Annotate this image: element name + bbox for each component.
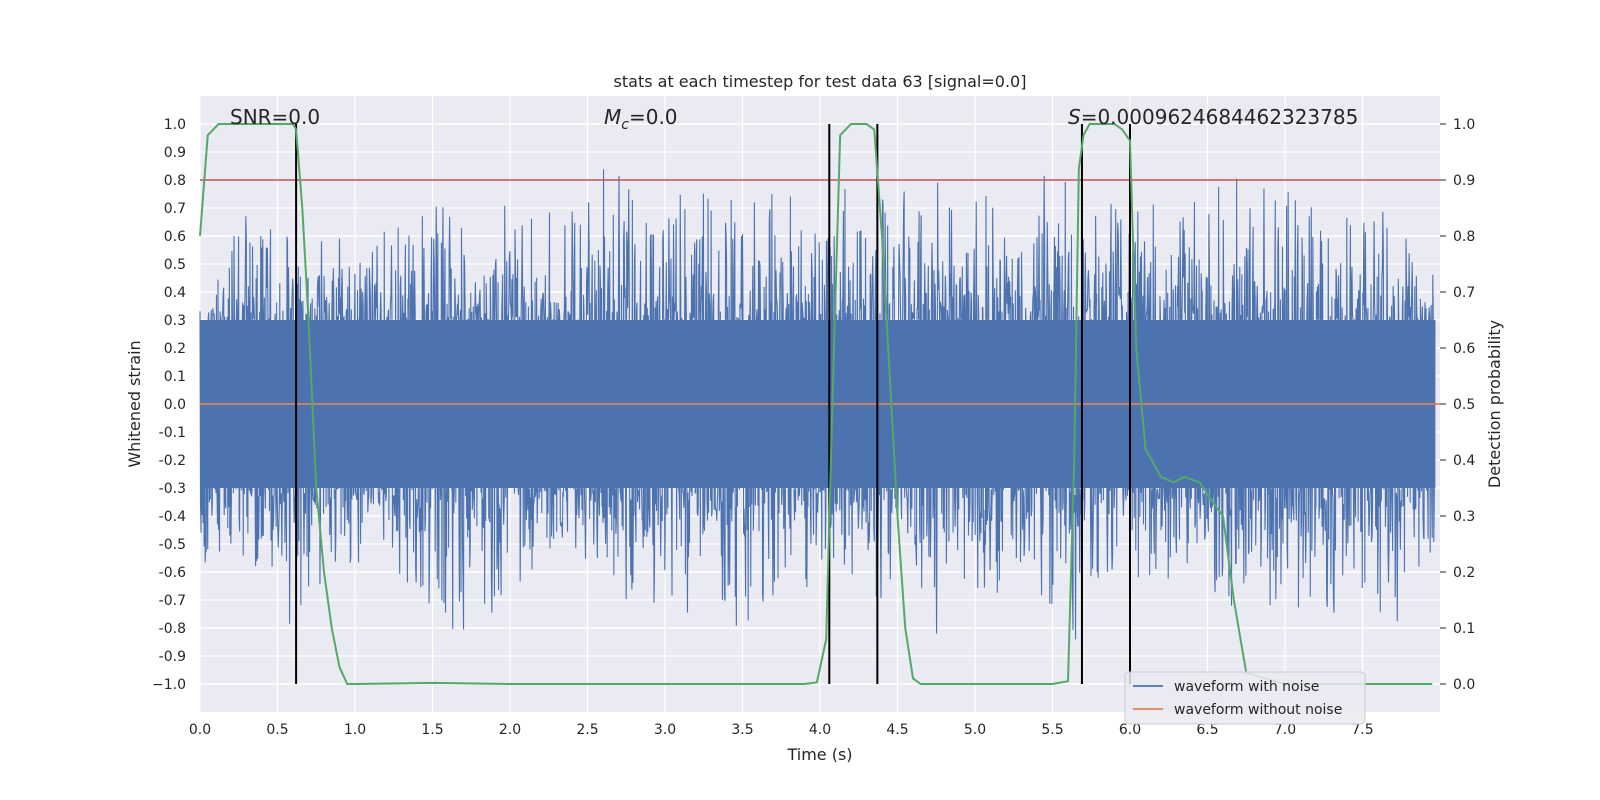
y2-tick-label: 1.0 bbox=[1453, 117, 1475, 133]
y-tick-label: 0.3 bbox=[164, 313, 186, 329]
y-tick-label: 1.0 bbox=[164, 117, 186, 133]
y2-axis-label: Detection probability bbox=[1485, 320, 1504, 488]
x-tick-label: 0.0 bbox=[189, 722, 211, 738]
x-tick-label: 1.5 bbox=[421, 722, 443, 738]
s-annotation: S=0.0009624684462323785 bbox=[1068, 105, 1358, 129]
y-tick-label: 0.9 bbox=[164, 145, 186, 161]
detection-probability-line bbox=[199, 123, 1433, 685]
x-tick-label: 0.5 bbox=[266, 722, 288, 738]
chirp-mass-symbol: M bbox=[604, 105, 621, 129]
s-symbol: S bbox=[1068, 105, 1081, 129]
y-tick-label: 0.7 bbox=[164, 201, 186, 217]
x-axis-label: Time (s) bbox=[786, 745, 852, 764]
legend-box bbox=[1124, 671, 1366, 725]
ticks: 0.0 0.5 1.0 1.5 2.0 2.5 3.0 3.5 4.0 4.5 5.0 5.5 6.0 6… bbox=[152, 117, 1475, 738]
x-tick-label: 6.0 bbox=[1119, 722, 1141, 738]
x-tick-label: 7.5 bbox=[1351, 722, 1373, 738]
y-tick-label: 0.2 bbox=[164, 341, 186, 357]
chirp-mass-annotation: Mc=0.0 bbox=[604, 105, 678, 133]
y-axis-label: Whitened strain bbox=[125, 340, 144, 467]
y2-tick-label: 0.1 bbox=[1453, 621, 1475, 637]
y-tick-label: -0.4 bbox=[159, 509, 186, 525]
chirp-mass-value: =0.0 bbox=[629, 105, 678, 129]
y2-tick-label: 0.6 bbox=[1453, 341, 1475, 357]
y-tick-label: -0.9 bbox=[159, 649, 186, 665]
chart-title: stats at each timestep for test data 63 … bbox=[614, 72, 1027, 91]
y-tick-label: 0.4 bbox=[164, 285, 186, 301]
y-tick-label: −1.0 bbox=[152, 677, 186, 693]
y2-tick-label: 0.4 bbox=[1453, 453, 1475, 469]
overlay bbox=[199, 123, 1440, 685]
s-value: =0.0009624684462323785 bbox=[1081, 105, 1359, 129]
y-tick-label: 0.0 bbox=[164, 397, 186, 413]
x-tick-label: 5.0 bbox=[964, 722, 986, 738]
y2-tick-label: 0.3 bbox=[1453, 509, 1475, 525]
x-tick-label: 5.5 bbox=[1041, 722, 1063, 738]
y2-tick-label: 0.9 bbox=[1453, 173, 1475, 189]
y-tick-label: -0.5 bbox=[159, 537, 186, 553]
y-tick-label: 0.6 bbox=[164, 229, 186, 245]
x-tick-label: 3.5 bbox=[731, 722, 753, 738]
y2-tick-label: 0.7 bbox=[1453, 285, 1475, 301]
y-tick-label: 0.1 bbox=[164, 369, 186, 385]
legend-label-noise: waveform with noise bbox=[1174, 679, 1319, 695]
y-tick-label: -0.7 bbox=[159, 593, 186, 609]
y-tick-label: -0.6 bbox=[159, 565, 186, 581]
x-tick-label: 4.5 bbox=[886, 722, 908, 738]
y2-tick-label: 0.8 bbox=[1453, 229, 1475, 245]
y2-tick-label: 0.5 bbox=[1453, 397, 1475, 413]
x-tick-label: 6.5 bbox=[1196, 722, 1218, 738]
legend: waveform with noise waveform without noi… bbox=[1124, 671, 1366, 725]
y-tick-label: -0.3 bbox=[159, 481, 186, 497]
y-tick-label: -0.2 bbox=[159, 453, 186, 469]
x-tick-label: 2.0 bbox=[499, 722, 521, 738]
snr-annotation: SNR=0.0 bbox=[230, 105, 320, 129]
x-tick-label: 1.0 bbox=[344, 722, 366, 738]
x-tick-label: 3.0 bbox=[654, 722, 676, 738]
y2-tick-label: 0.0 bbox=[1453, 677, 1475, 693]
y2-tick-label: 0.2 bbox=[1453, 565, 1475, 581]
x-tick-label: 2.5 bbox=[576, 722, 598, 738]
x-tick-label: 7.0 bbox=[1274, 722, 1296, 738]
x-tick-label: 4.0 bbox=[809, 722, 831, 738]
noise-waveform-line bbox=[199, 169, 1436, 640]
chirp-mass-subscript: c bbox=[621, 117, 629, 133]
y-tick-label: -0.1 bbox=[159, 425, 186, 441]
legend-label-clean: waveform without noise bbox=[1174, 702, 1342, 718]
y-tick-label: 0.5 bbox=[164, 257, 186, 273]
y-tick-label: 0.8 bbox=[164, 173, 186, 189]
y-tick-label: -0.8 bbox=[159, 621, 186, 637]
